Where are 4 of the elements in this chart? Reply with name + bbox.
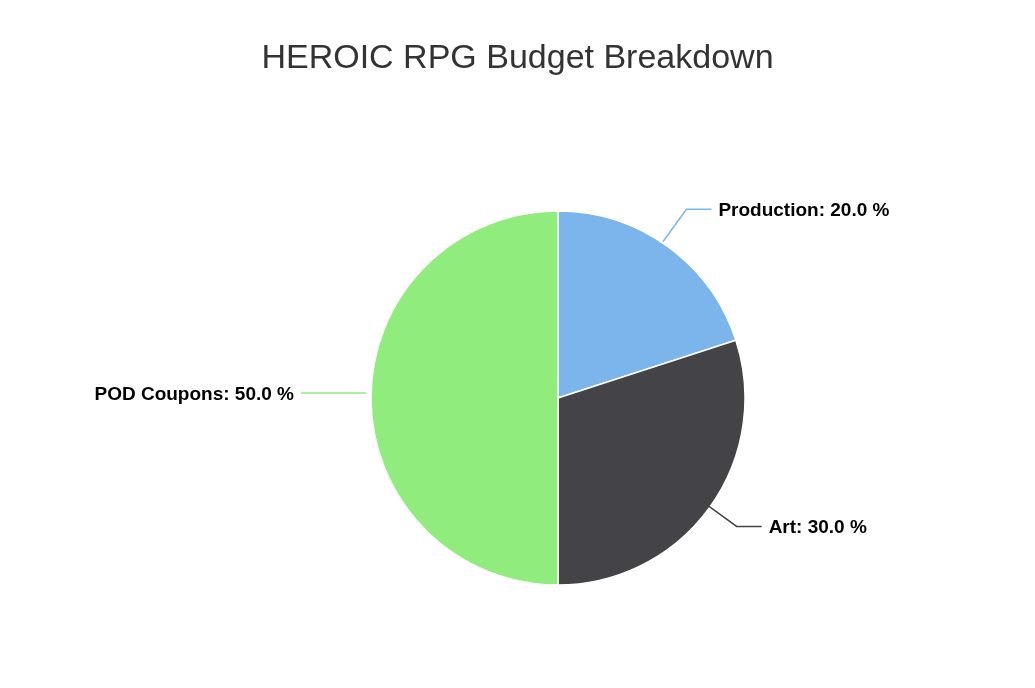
- slice-label: POD Coupons: 50.0 %: [94, 382, 295, 404]
- chart-title: HEROIC RPG Budget Breakdown: [261, 37, 774, 75]
- slice-label: Art: 30.0 %: [768, 516, 867, 538]
- slice-label: Production: 20.0 %: [718, 199, 890, 220]
